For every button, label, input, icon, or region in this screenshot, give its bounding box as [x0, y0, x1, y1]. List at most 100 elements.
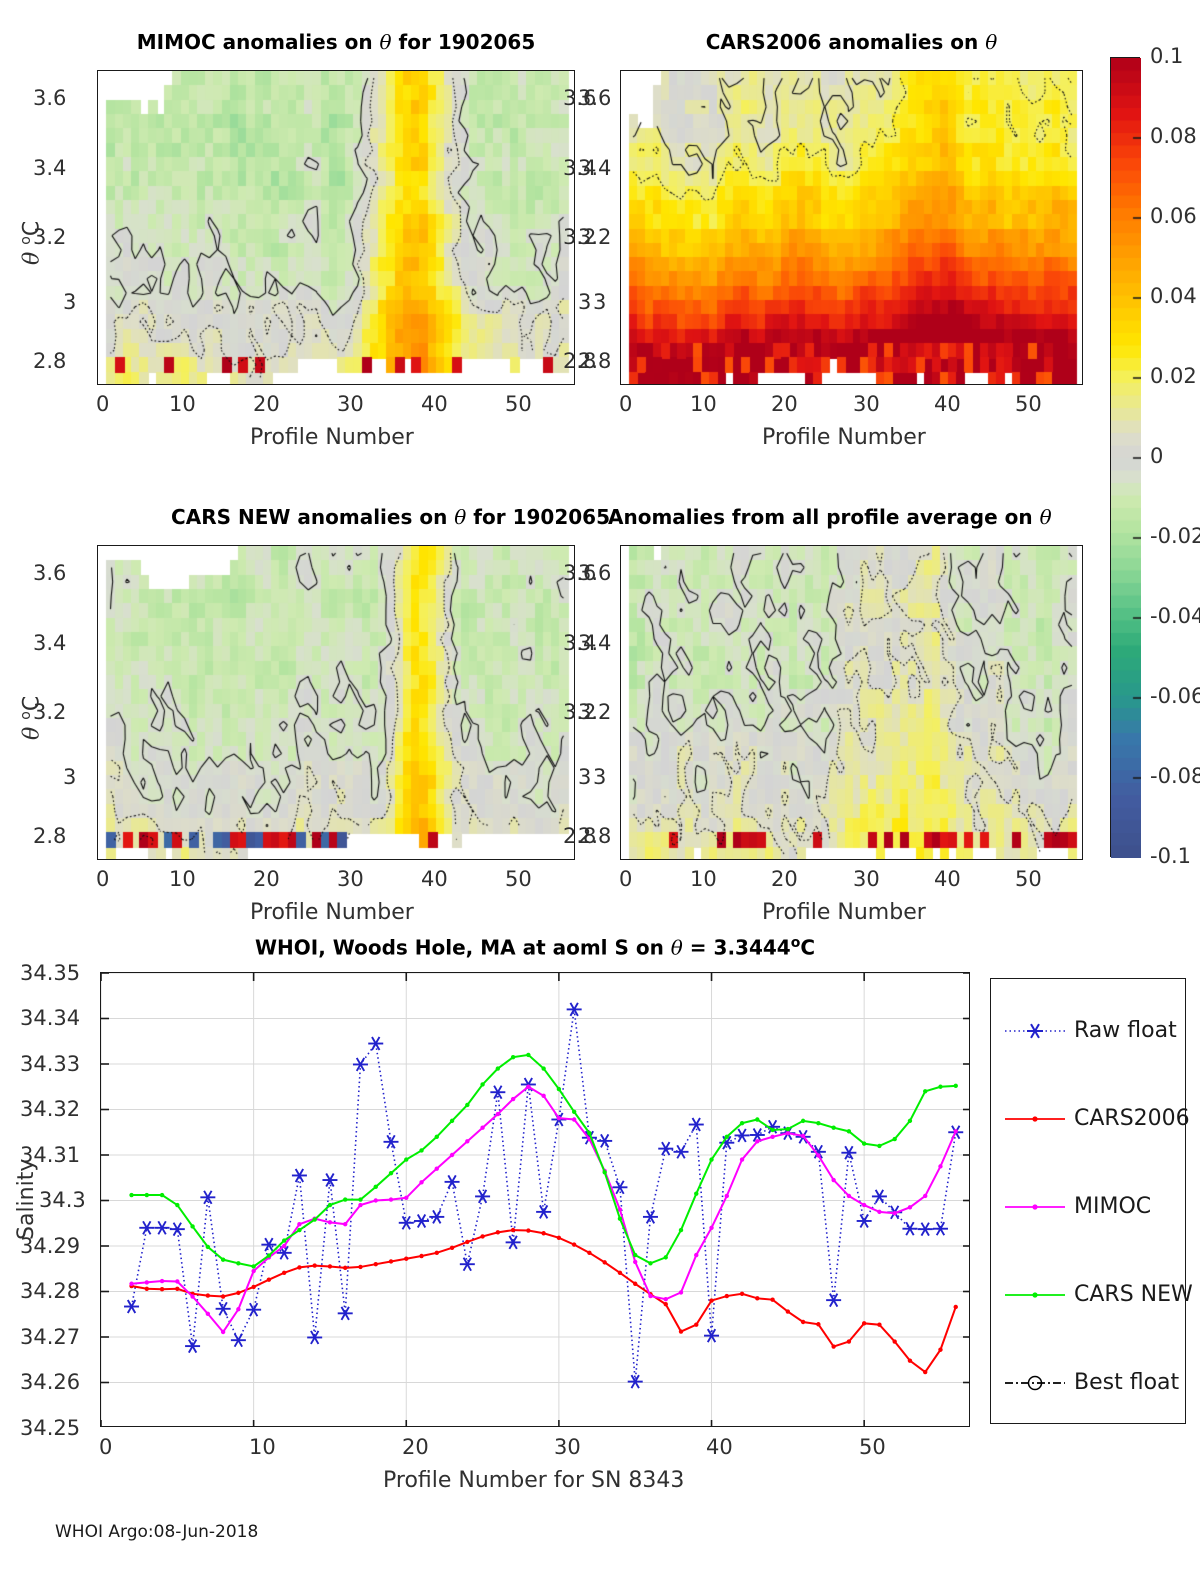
marker-dot [755, 1139, 760, 1144]
marker-dot [617, 1270, 623, 1276]
marker-asterisk [444, 1174, 460, 1189]
marker-dot [343, 1197, 348, 1202]
marker-dot [434, 1134, 439, 1139]
marker-dot [373, 1198, 378, 1203]
marker-dot [495, 1111, 501, 1117]
marker-dot [633, 1281, 638, 1286]
marker-dot [678, 1290, 684, 1295]
marker-dot [938, 1084, 943, 1089]
marker-dot [724, 1293, 729, 1299]
marker-dot [281, 1270, 287, 1276]
marker-asterisk [536, 1204, 552, 1219]
marker-dot [144, 1280, 149, 1285]
marker-dot [175, 1286, 180, 1291]
marker-dot [785, 1126, 791, 1132]
marker-dot [129, 1192, 134, 1198]
marker-asterisk [337, 1306, 353, 1321]
marker-dot [220, 1257, 226, 1262]
marker-dot [526, 1228, 531, 1233]
marker-dot [434, 1166, 439, 1171]
marker-asterisk [169, 1222, 185, 1237]
marker-asterisk [810, 1144, 826, 1159]
title-text-post: C [800, 935, 816, 960]
marker-dot [312, 1217, 317, 1222]
panel-allprofavg-axes [620, 545, 1083, 860]
marker-dot [892, 1339, 897, 1344]
marker-asterisk [734, 1128, 750, 1143]
marker-dot [846, 1339, 852, 1344]
marker-dot [159, 1278, 165, 1284]
marker-dot [800, 1133, 806, 1139]
marker-dot [327, 1220, 333, 1225]
marker-dot [297, 1221, 302, 1227]
marker-dot [175, 1202, 180, 1208]
marker-dot [541, 1066, 546, 1071]
theta-symbol: θ [379, 30, 392, 54]
marker-dot [602, 1170, 607, 1175]
marker-dot [175, 1279, 180, 1284]
marker-dot [602, 1260, 607, 1265]
marker-dot [144, 1286, 149, 1291]
marker-dot [281, 1243, 287, 1249]
marker-asterisk [826, 1293, 842, 1308]
marker-dot [251, 1284, 256, 1290]
marker-dot [770, 1297, 775, 1302]
legend-label-mimoc[interactable]: MIMOC [1074, 1194, 1152, 1219]
marker-dot [526, 1052, 531, 1058]
marker-dot [281, 1238, 287, 1243]
marker-dot [800, 1118, 806, 1124]
marker-dot [816, 1322, 821, 1327]
marker-dot [633, 1259, 638, 1265]
marker-dot [938, 1347, 943, 1352]
marker-dot [404, 1157, 409, 1162]
legend-label-raw-float[interactable]: Raw float [1074, 1018, 1177, 1043]
marker-dot [419, 1253, 424, 1259]
legend-label-best-float[interactable]: Best float [1074, 1370, 1180, 1395]
marker-dot [709, 1225, 714, 1230]
marker-dot [343, 1221, 348, 1227]
marker-dot [297, 1227, 302, 1233]
marker-asterisk [307, 1330, 323, 1345]
marker-dot [678, 1329, 684, 1334]
marker-dot [556, 1115, 562, 1121]
marker-dot [266, 1277, 272, 1282]
title-text-pre: WHOI, Woods Hole, MA at aoml S on [254, 935, 671, 960]
marker-dot [861, 1141, 867, 1146]
marker-dot [419, 1180, 424, 1185]
marker-asterisk [505, 1235, 521, 1250]
marker-dot [373, 1184, 378, 1190]
marker-dot [388, 1171, 394, 1176]
marker-dot [923, 1089, 928, 1094]
marker-asterisk [429, 1209, 445, 1224]
colorbar-gradient [1110, 57, 1141, 858]
marker-dot [480, 1125, 485, 1130]
legend-label-cars-new[interactable]: CARS NEW [1074, 1282, 1193, 1307]
marker-dot [663, 1297, 668, 1302]
series-cars-new [129, 1052, 958, 1269]
marker-dot [739, 1120, 745, 1126]
marker-dot [480, 1082, 485, 1087]
marker-dot [312, 1263, 317, 1268]
marker-dot [907, 1205, 913, 1210]
panel-carsnew-axes [97, 545, 575, 860]
bottom-chart-xlabel: Profile Number for SN 8343 [383, 1468, 685, 1493]
panel-carsnew-xlabel: Profile Number [250, 900, 414, 925]
marker-dot [785, 1309, 791, 1314]
marker-dot [510, 1096, 516, 1102]
marker-dot [877, 1322, 882, 1327]
bottom-chart-ylabel: Salinity [14, 1158, 39, 1240]
bottom-chart-svg [101, 973, 969, 1426]
panel-cars2006-title: CARS2006 anomalies on θ [620, 30, 1083, 54]
marker-dot [327, 1264, 333, 1269]
marker-dot [663, 1302, 668, 1307]
marker-dot [541, 1093, 546, 1099]
marker-dot [495, 1230, 501, 1235]
marker-asterisk [398, 1215, 414, 1230]
marker-dot [251, 1264, 256, 1269]
marker-dot [419, 1148, 424, 1153]
marker-asterisk [322, 1173, 338, 1187]
legend-label-cars2006[interactable]: CARS2006 [1074, 1106, 1190, 1131]
marker-asterisk [688, 1117, 704, 1132]
marker-dot [694, 1322, 699, 1327]
gridlines [101, 973, 969, 1426]
